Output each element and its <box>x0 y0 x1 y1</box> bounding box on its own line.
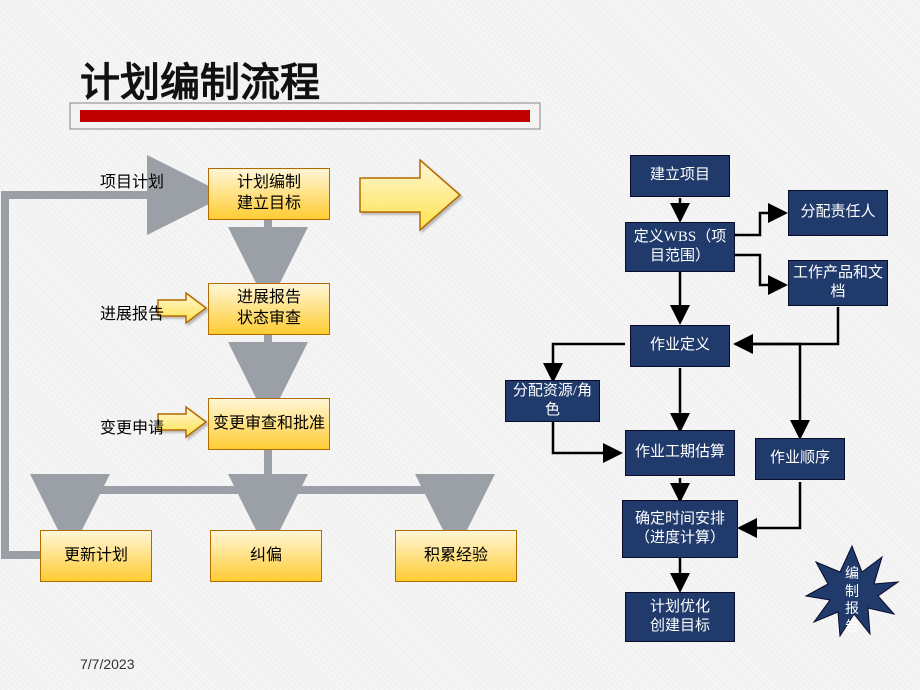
box-plan-optimize: 计划优化 创建目标 <box>625 592 735 642</box>
box-define-wbs: 定义WBS（项目范围） <box>625 222 735 272</box>
starburst-label: 编制报告 编制报告 <box>836 566 868 636</box>
box-experience: 积累经验 <box>395 530 517 582</box>
box-schedule: 确定时间安排（进度计算） <box>622 500 738 558</box>
label-progress-report: 进展报告 <box>100 300 164 324</box>
box-duration-estimate: 作业工期估算 <box>625 430 735 476</box>
box-activity-sequence: 作业顺序 <box>755 438 845 480</box>
label-project-plan: 项目计划 <box>100 168 164 192</box>
box-activity-define: 作业定义 <box>630 325 730 367</box>
box-change-approve: 变更审查和批准 <box>208 398 330 450</box>
box-update-plan: 更新计划 <box>40 530 152 582</box>
title-underline <box>0 0 920 690</box>
box-assign-resource: 分配资源/角色 <box>505 380 600 422</box>
box-progress-review: 进展报告 状态审查 <box>208 283 330 335</box>
box-establish-project: 建立项目 <box>630 155 730 197</box>
label-change-request: 变更申请 <box>100 414 164 438</box>
box-work-docs: 工作产品和文档 <box>788 260 888 306</box>
footer-date: 7/7/2023 <box>80 656 135 672</box>
box-assign-owner: 分配责任人 <box>788 190 888 236</box>
box-correct: 纠偏 <box>210 530 322 582</box>
box-plan-create: 计划编制 建立目标 <box>208 168 330 220</box>
